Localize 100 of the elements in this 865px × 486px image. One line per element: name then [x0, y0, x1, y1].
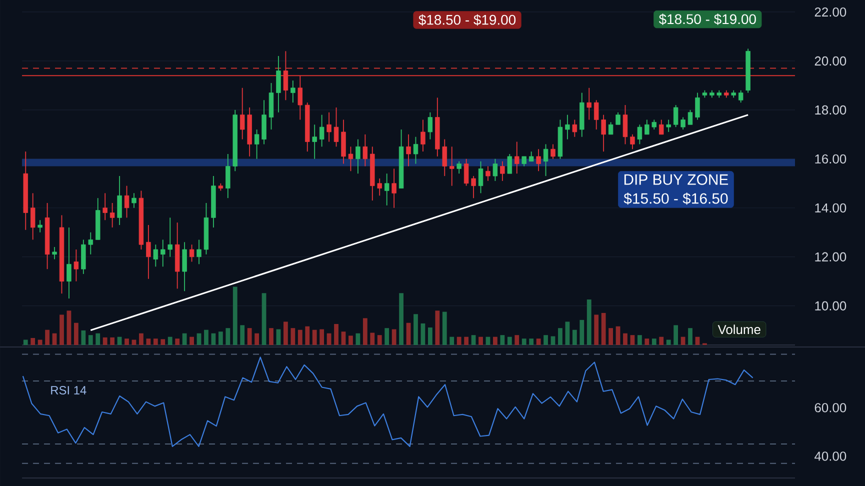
candlestick: [117, 176, 122, 226]
candlestick: [464, 158, 469, 186]
candlestick: [66, 227, 72, 299]
candlestick: [536, 148, 541, 172]
bar: [182, 333, 187, 345]
candlestick: [38, 220, 42, 233]
bar: [486, 336, 490, 345]
candlestick: [132, 192, 136, 208]
bar: [60, 314, 64, 345]
y-tick-label: 12.00: [815, 252, 846, 262]
bar: [594, 314, 599, 345]
annotation: DIP BUY ZONE: [624, 174, 728, 185]
candlestick: [124, 185, 130, 218]
bar: [550, 336, 556, 345]
candlestick: [688, 109, 693, 126]
bar: [680, 336, 686, 345]
candlestick: [601, 114, 606, 152]
candlestick: [30, 192, 36, 240]
bar: [312, 330, 317, 345]
bar: [232, 286, 238, 345]
bar: [362, 318, 368, 345]
bar: [30, 338, 36, 345]
bar: [464, 336, 469, 345]
bar: [507, 336, 512, 345]
candlestick: [240, 87, 245, 140]
candlestick: [406, 134, 411, 167]
candlestick: [384, 173, 390, 206]
bar: [132, 340, 136, 345]
bar: [601, 312, 606, 345]
bar: [442, 312, 447, 345]
candlestick: [514, 141, 520, 174]
annotation: $18.50 - $19.00: [658, 14, 756, 25]
candlestick: [695, 92, 700, 120]
bar: [572, 330, 577, 345]
bar: [630, 335, 635, 345]
candlestick: [550, 144, 556, 160]
candlestick: [492, 158, 498, 182]
candlestick: [102, 192, 108, 221]
bar: [450, 336, 454, 345]
bar: [153, 338, 158, 345]
candlestick: [334, 107, 339, 148]
bar: [493, 336, 498, 345]
annotation: Volume: [718, 324, 760, 334]
bar: [616, 326, 620, 345]
candlestick: [326, 112, 332, 142]
bar: [637, 335, 642, 345]
candlestick: [572, 119, 578, 138]
candlestick: [348, 146, 354, 172]
candlestick: [522, 156, 526, 167]
candlestick: [630, 134, 635, 150]
candlestick: [356, 138, 360, 174]
candlestick: [449, 146, 454, 186]
bar: [659, 336, 664, 345]
bar: [204, 330, 208, 345]
bar: [644, 338, 650, 345]
bar: [146, 338, 151, 345]
candlestick: [413, 136, 418, 164]
candlestick: [160, 239, 166, 268]
y-tick-label: 40.00: [814, 452, 846, 461]
bar: [471, 335, 476, 345]
candlestick: [110, 202, 115, 228]
bar: [356, 333, 360, 345]
bar: [218, 332, 223, 345]
candlestick: [622, 104, 628, 145]
y-tick-label: 16.00: [815, 154, 846, 164]
candlestick: [283, 50, 288, 101]
candlestick: [616, 112, 620, 126]
bar: [254, 333, 259, 345]
candlestick: [456, 160, 462, 174]
candlestick: [153, 244, 158, 268]
bar: [247, 328, 252, 345]
bar: [522, 338, 526, 345]
candlestick: [52, 246, 57, 260]
bar: [420, 323, 426, 345]
candlestick: [146, 224, 151, 280]
candlestick: [637, 124, 642, 145]
candlestick: [312, 124, 317, 160]
bar: [435, 310, 440, 345]
bar: [536, 338, 541, 345]
bar: [276, 329, 281, 345]
bar: [326, 333, 332, 345]
bar: [608, 328, 613, 345]
bar: [96, 333, 100, 345]
bar: [269, 328, 274, 345]
bar: [175, 338, 180, 345]
bar: [558, 328, 562, 345]
candlestick: [673, 104, 678, 128]
bar: [666, 340, 671, 345]
bar: [262, 293, 266, 345]
annotation: RSI 14: [51, 386, 86, 394]
bar: [348, 336, 353, 345]
bar: [399, 293, 404, 345]
bar: [81, 330, 86, 345]
y-tick-label: 18.00: [815, 105, 846, 115]
candlestick: [226, 154, 230, 199]
bar: [88, 335, 93, 345]
candlestick: [88, 232, 94, 255]
bar: [168, 336, 172, 345]
bar: [565, 322, 570, 345]
bar: [623, 333, 628, 345]
